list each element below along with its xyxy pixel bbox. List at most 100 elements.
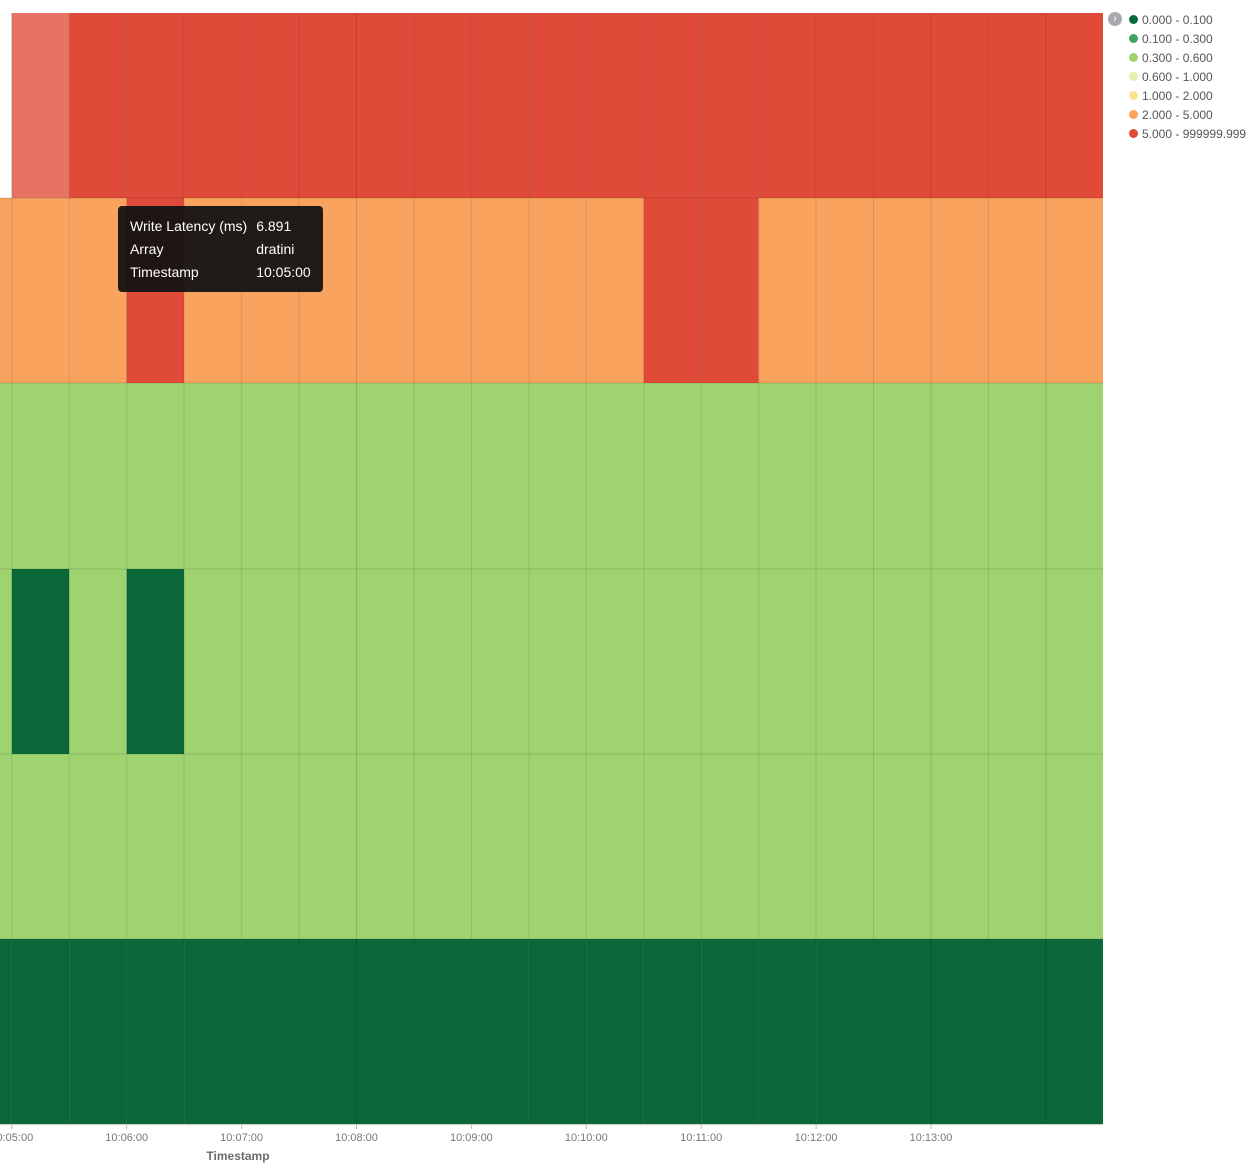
heatmap-cell[interactable] [643, 198, 702, 383]
heatmap-cell[interactable] [471, 939, 529, 1124]
heatmap-cell[interactable] [873, 198, 931, 383]
heatmap-cell[interactable] [701, 569, 759, 754]
heatmap-cell[interactable] [528, 383, 587, 569]
heatmap-cell[interactable] [931, 198, 989, 383]
heatmap-cell[interactable] [988, 198, 1103, 383]
heatmap-cell[interactable] [471, 569, 529, 754]
heatmap-cell[interactable] [11, 569, 70, 754]
legend-item[interactable]: 5.000 - 999999.999 [1129, 124, 1246, 143]
heatmap-cell[interactable] [126, 383, 185, 569]
heatmap-cell[interactable] [528, 13, 587, 198]
legend-item[interactable]: 0.000 - 0.100 [1129, 10, 1246, 29]
heatmap-cell[interactable] [241, 13, 300, 198]
heatmap-cell[interactable] [299, 939, 357, 1124]
heatmap-cell[interactable] [816, 383, 874, 569]
heatmap-cell[interactable] [69, 754, 127, 939]
legend-item[interactable]: 0.100 - 0.300 [1129, 29, 1246, 48]
heatmap-cell[interactable] [701, 939, 759, 1124]
heatmap-cell[interactable] [299, 13, 357, 198]
legend-item[interactable]: 2.000 - 5.000 [1129, 105, 1246, 124]
heatmap-cell[interactable] [413, 198, 472, 383]
heatmap-cell[interactable] [701, 13, 759, 198]
heatmap-cell[interactable] [356, 939, 414, 1124]
heatmap-cell[interactable] [356, 754, 414, 939]
heatmap-cell[interactable] [816, 13, 874, 198]
legend-item[interactable]: 1.000 - 2.000 [1129, 86, 1246, 105]
heatmap-cell[interactable] [586, 198, 644, 383]
heatmap-cell[interactable] [586, 383, 644, 569]
heatmap-cell[interactable] [299, 754, 357, 939]
heatmap-cell[interactable] [413, 13, 472, 198]
heatmap-cell[interactable] [528, 939, 587, 1124]
heatmap-cell[interactable] [126, 569, 185, 754]
heatmap-cell[interactable] [758, 754, 817, 939]
heatmap-cell[interactable] [816, 198, 874, 383]
heatmap-cell[interactable] [758, 198, 817, 383]
heatmap-cell[interactable] [69, 939, 127, 1124]
heatmap-cell[interactable] [184, 754, 242, 939]
heatmap-cell[interactable] [69, 569, 127, 754]
heatmap-cell[interactable] [988, 754, 1103, 939]
heatmap-cell[interactable] [11, 198, 70, 383]
heatmap-cell[interactable] [69, 198, 127, 383]
heatmap-cell[interactable] [988, 13, 1103, 198]
heatmap-cell[interactable] [816, 569, 874, 754]
heatmap-cell[interactable] [586, 13, 644, 198]
heatmap-cell[interactable] [586, 754, 644, 939]
heatmap-cell[interactable] [356, 569, 414, 754]
heatmap-cell[interactable] [586, 939, 644, 1124]
heatmap-cell[interactable] [126, 13, 185, 198]
heatmap-cell[interactable] [184, 13, 242, 198]
legend-item[interactable]: 0.300 - 0.600 [1129, 48, 1246, 67]
heatmap-cell[interactable] [816, 754, 874, 939]
heatmap-cell[interactable] [69, 13, 127, 198]
heatmap-cell[interactable] [299, 569, 357, 754]
heatmap-cell[interactable] [11, 13, 70, 198]
heatmap-cell[interactable] [0, 383, 12, 569]
heatmap-cell[interactable] [356, 383, 414, 569]
heatmap-cell[interactable] [873, 754, 931, 939]
heatmap-cell[interactable] [471, 198, 529, 383]
heatmap-cell[interactable] [184, 569, 242, 754]
heatmap-cell[interactable] [184, 939, 242, 1124]
heatmap-cell[interactable] [471, 383, 529, 569]
heatmap-cell[interactable] [299, 383, 357, 569]
heatmap-cell[interactable] [11, 383, 70, 569]
heatmap-cell[interactable] [528, 198, 587, 383]
heatmap-cell[interactable] [988, 939, 1103, 1124]
heatmap-cell[interactable] [184, 383, 242, 569]
heatmap-cell[interactable] [0, 754, 12, 939]
heatmap-cell[interactable] [758, 569, 817, 754]
heatmap-cell[interactable] [758, 939, 817, 1124]
heatmap-cell[interactable] [701, 383, 759, 569]
heatmap-cell[interactable] [69, 383, 127, 569]
heatmap-cell[interactable] [758, 13, 817, 198]
heatmap-cell[interactable] [816, 939, 874, 1124]
heatmap-cell[interactable] [931, 13, 989, 198]
heatmap-cell[interactable] [356, 198, 414, 383]
heatmap-cell[interactable] [873, 939, 931, 1124]
heatmap-cell[interactable] [528, 754, 587, 939]
heatmap-cell[interactable] [988, 569, 1103, 754]
heatmap-cell[interactable] [988, 383, 1103, 569]
heatmap-cell[interactable] [701, 754, 759, 939]
chevron-right-icon[interactable]: › [1108, 12, 1122, 26]
heatmap-cell[interactable] [931, 569, 989, 754]
heatmap-cell[interactable] [11, 754, 70, 939]
heatmap-cell[interactable] [11, 939, 70, 1124]
heatmap-cell[interactable] [413, 569, 472, 754]
heatmap-cell[interactable] [241, 754, 300, 939]
heatmap-cell[interactable] [0, 198, 12, 383]
heatmap-cell[interactable] [413, 939, 472, 1124]
heatmap-cell[interactable] [528, 569, 587, 754]
heatmap-cell[interactable] [931, 383, 989, 569]
heatmap-cell[interactable] [758, 383, 817, 569]
heatmap-cell[interactable] [356, 13, 414, 198]
legend-item[interactable]: 0.600 - 1.000 [1129, 67, 1246, 86]
heatmap-cell[interactable] [241, 383, 300, 569]
heatmap-cell[interactable] [931, 754, 989, 939]
heatmap-cell[interactable] [643, 754, 702, 939]
heatmap-cell[interactable] [643, 383, 702, 569]
heatmap-cell[interactable] [873, 383, 931, 569]
heatmap-cell[interactable] [0, 939, 12, 1124]
